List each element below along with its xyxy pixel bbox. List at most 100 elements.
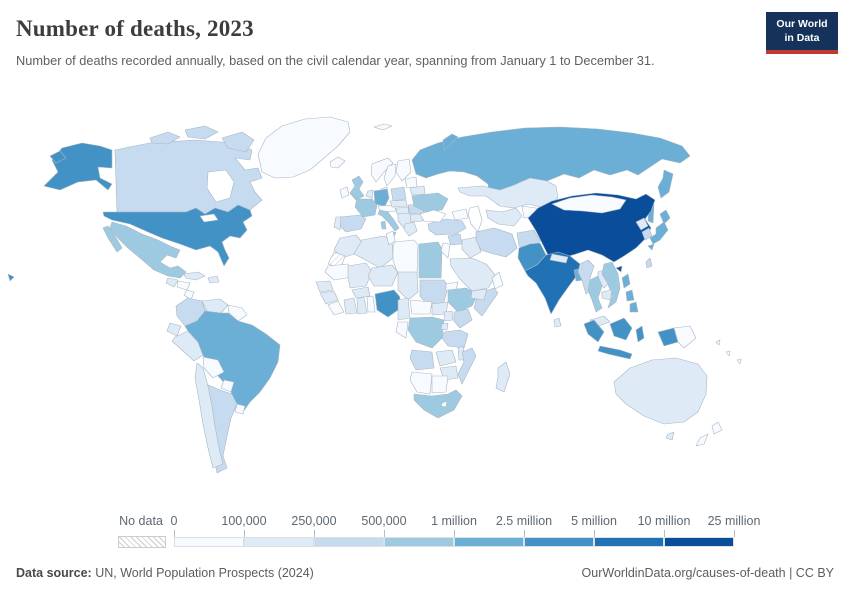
region-vietnam[interactable]: [601, 261, 621, 309]
region-alaska[interactable]: [43, 142, 113, 191]
region-pacific-islands[interactable]: [715, 339, 721, 346]
region-zambia[interactable]: [435, 349, 457, 367]
region-turkey[interactable]: [427, 218, 467, 236]
region-chile[interactable]: [194, 362, 224, 469]
region-switzerland-austria[interactable]: [377, 204, 397, 213]
region-madagascar[interactable]: [495, 361, 511, 393]
region-kamchatka[interactable]: [657, 169, 674, 199]
region-tanzania[interactable]: [441, 329, 469, 349]
region-cambodia[interactable]: [601, 289, 613, 301]
region-saudi-arabia[interactable]: [449, 257, 497, 292]
region-new-zealand[interactable]: [695, 433, 709, 447]
region-canada[interactable]: [149, 131, 181, 145]
region-guatemala[interactable]: [165, 277, 179, 288]
region-egypt[interactable]: [418, 241, 443, 279]
region-bolivia[interactable]: [202, 356, 225, 379]
region-botswana[interactable]: [431, 375, 449, 394]
region-borneo[interactable]: [609, 317, 633, 341]
region-rwanda-burundi[interactable]: [440, 322, 449, 331]
region-congo-gabon[interactable]: [395, 321, 409, 339]
region-uruguay[interactable]: [234, 403, 246, 415]
no-data-swatch[interactable]: [118, 536, 166, 548]
region-libya[interactable]: [392, 239, 419, 276]
region-ethiopia[interactable]: [447, 287, 479, 313]
region-mauritania[interactable]: [324, 263, 353, 281]
region-spain[interactable]: [337, 214, 367, 233]
legend-color-segment[interactable]: [594, 537, 664, 547]
region-philippines[interactable]: [621, 273, 631, 289]
region-yemen[interactable]: [470, 288, 488, 301]
region-central-african-republic[interactable]: [409, 299, 433, 315]
region-japan[interactable]: [647, 243, 655, 251]
region-lesotho[interactable]: [440, 400, 448, 408]
region-canada[interactable]: [114, 139, 263, 215]
region-italy[interactable]: [377, 209, 400, 232]
region-iran[interactable]: [475, 227, 518, 258]
region-uk[interactable]: [349, 175, 365, 201]
region-israel-jordan[interactable]: [440, 242, 451, 259]
region-mongolia[interactable]: [551, 194, 627, 214]
region-taiwan[interactable]: [645, 257, 653, 269]
region-nigeria[interactable]: [374, 289, 401, 318]
region-sierraleone-liberia[interactable]: [327, 300, 345, 316]
legend-color-segment[interactable]: [384, 537, 454, 547]
region-france[interactable]: [354, 198, 378, 218]
legend-color-segment[interactable]: [314, 537, 384, 547]
region-uzbekistan-turkmenistan[interactable]: [485, 207, 523, 227]
region-iraq[interactable]: [461, 236, 482, 259]
region-ireland[interactable]: [339, 186, 350, 199]
region-sweden[interactable]: [383, 163, 397, 187]
region-sudan[interactable]: [419, 279, 449, 309]
region-belarus[interactable]: [409, 185, 426, 196]
region-finland[interactable]: [395, 158, 412, 182]
region-ukraine[interactable]: [411, 192, 449, 213]
region-pacific-islands[interactable]: [725, 350, 731, 357]
region-oman[interactable]: [491, 271, 504, 290]
region-canada[interactable]: [184, 125, 219, 140]
region-ghana[interactable]: [356, 296, 368, 315]
region-philippines[interactable]: [625, 289, 635, 302]
region-ivorycoast[interactable]: [343, 297, 358, 315]
region-namibia[interactable]: [409, 371, 433, 395]
region-poland[interactable]: [390, 186, 407, 202]
region-togo-benin[interactable]: [366, 295, 376, 313]
region-cameroon[interactable]: [397, 297, 411, 321]
region-south-korea[interactable]: [641, 227, 653, 241]
region-svalbard[interactable]: [373, 123, 393, 131]
region-novaya-zemlya[interactable]: [442, 133, 459, 151]
region-czech-slovakia[interactable]: [389, 199, 408, 208]
region-java[interactable]: [597, 345, 633, 360]
region-paraguay[interactable]: [220, 379, 235, 393]
region-caucasus[interactable]: [451, 208, 469, 221]
region-uganda[interactable]: [443, 310, 454, 322]
region-burkina-faso[interactable]: [351, 286, 371, 299]
region-baltics[interactable]: [404, 176, 418, 189]
region-cuba[interactable]: [183, 271, 206, 281]
owid-link[interactable]: OurWorldinData.org/causes-of-death: [581, 566, 786, 580]
region-honduras[interactable]: [176, 280, 191, 291]
region-pacific-islands[interactable]: [736, 358, 742, 365]
region-sumatra[interactable]: [583, 319, 605, 343]
region-norway[interactable]: [370, 157, 394, 183]
region-guinea[interactable]: [319, 290, 339, 305]
legend-color-segment[interactable]: [524, 537, 594, 547]
region-hainan[interactable]: [615, 265, 623, 273]
region-greenland[interactable]: [257, 116, 351, 179]
region-brazil[interactable]: [184, 310, 281, 413]
legend-color-segment[interactable]: [664, 537, 734, 547]
region-algeria[interactable]: [353, 235, 394, 269]
region-kenya[interactable]: [453, 308, 473, 329]
legend-color-segment[interactable]: [454, 537, 524, 547]
region-thailand[interactable]: [587, 275, 603, 313]
region-papua-new-guinea[interactable]: [673, 325, 697, 349]
region-guyanas[interactable]: [227, 304, 248, 322]
region-japan[interactable]: [649, 221, 669, 245]
region-philippines[interactable]: [629, 301, 639, 313]
region-netherlands-belgium[interactable]: [365, 189, 374, 199]
region-japan[interactable]: [659, 209, 671, 225]
region-mozambique[interactable]: [457, 347, 477, 385]
region-tasmania[interactable]: [665, 431, 675, 441]
region-south-africa[interactable]: [413, 389, 463, 419]
region-iceland[interactable]: [329, 156, 346, 169]
region-north-korea[interactable]: [635, 217, 649, 231]
